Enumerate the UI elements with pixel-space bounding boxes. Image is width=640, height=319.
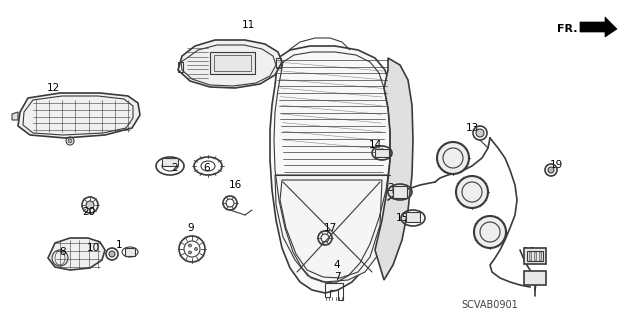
Text: 15: 15: [396, 213, 408, 223]
Text: 2: 2: [172, 163, 179, 173]
Circle shape: [456, 176, 488, 208]
Text: 19: 19: [549, 160, 563, 170]
Text: 1: 1: [116, 240, 122, 250]
Text: 7: 7: [333, 272, 340, 282]
Bar: [406, 212, 420, 222]
Circle shape: [189, 251, 191, 254]
Text: 9: 9: [188, 223, 195, 233]
Circle shape: [437, 142, 469, 174]
Text: 3: 3: [387, 183, 394, 193]
Bar: [375, 149, 389, 157]
Bar: [393, 186, 407, 198]
Text: 12: 12: [46, 83, 60, 93]
Text: 17: 17: [323, 223, 337, 233]
Bar: [125, 248, 135, 256]
Bar: [210, 52, 255, 74]
Bar: [524, 271, 546, 285]
Text: 8: 8: [60, 247, 67, 257]
Text: 16: 16: [228, 180, 242, 190]
Bar: [527, 251, 543, 261]
Text: 20: 20: [83, 207, 95, 217]
Circle shape: [86, 201, 94, 209]
Circle shape: [476, 129, 484, 137]
Circle shape: [474, 216, 506, 248]
Text: 10: 10: [86, 243, 100, 253]
Text: FR.: FR.: [557, 24, 577, 34]
Text: SCVAB0901: SCVAB0901: [461, 300, 518, 310]
Text: 4: 4: [333, 260, 340, 270]
Polygon shape: [580, 17, 617, 37]
Text: 14: 14: [369, 140, 381, 150]
Text: 18: 18: [522, 247, 536, 257]
Circle shape: [548, 167, 554, 173]
Bar: [534, 252, 536, 260]
Circle shape: [195, 248, 198, 250]
Polygon shape: [275, 175, 390, 282]
Polygon shape: [12, 112, 18, 120]
Polygon shape: [178, 40, 282, 88]
Circle shape: [189, 244, 191, 247]
Bar: [529, 252, 531, 260]
Text: 6: 6: [204, 163, 211, 173]
Text: 5: 5: [532, 273, 538, 283]
Circle shape: [109, 251, 115, 257]
Bar: [539, 252, 541, 260]
Polygon shape: [270, 46, 397, 293]
Bar: [214, 55, 251, 71]
Bar: [524, 248, 546, 264]
Bar: [162, 158, 178, 166]
Polygon shape: [18, 93, 140, 138]
Text: 13: 13: [465, 123, 479, 133]
Polygon shape: [48, 238, 105, 270]
Text: 11: 11: [241, 20, 255, 30]
Polygon shape: [375, 58, 413, 280]
Circle shape: [68, 139, 72, 143]
